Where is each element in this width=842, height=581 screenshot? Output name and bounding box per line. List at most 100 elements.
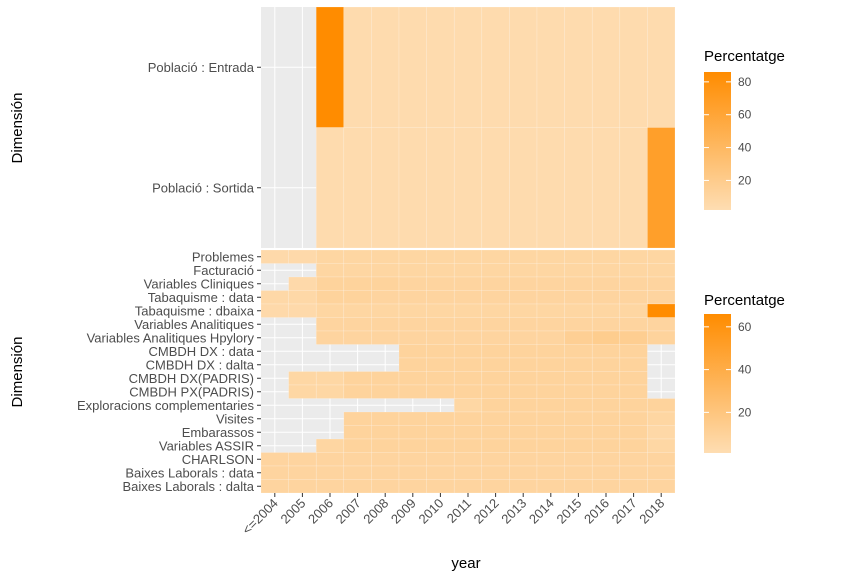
heatmap-cell xyxy=(591,330,621,345)
heatmap-cell xyxy=(398,438,427,453)
legend-tick-label: 40 xyxy=(738,141,752,155)
heatmap-cell xyxy=(619,384,648,399)
heatmap-cell xyxy=(481,398,510,413)
heatmap-cell xyxy=(509,398,538,413)
heatmap-cell xyxy=(315,290,345,305)
heatmap-cell xyxy=(343,303,372,318)
heatmap-cell xyxy=(371,330,400,345)
heatmap-cell xyxy=(398,479,427,494)
legend-tick-label: 20 xyxy=(738,173,752,187)
x-tick-label: 2008 xyxy=(360,496,391,527)
heatmap-cell xyxy=(343,411,372,426)
x-tick-label: 2006 xyxy=(305,496,336,527)
x-tick-label: <=2004 xyxy=(239,496,281,538)
heatmap-cell xyxy=(426,371,455,386)
heatmap-cell xyxy=(371,249,400,264)
heatmap-cell xyxy=(398,344,427,359)
y-tick-label-poblaci-entrada: Població : Entrada xyxy=(148,60,255,75)
heatmap-cell xyxy=(453,411,483,426)
heatmap-cell xyxy=(647,303,676,318)
y-tick-label-poblaci-sortida: Població : Sortida xyxy=(152,180,255,195)
heatmap-cell xyxy=(536,425,565,440)
heatmap-cell xyxy=(398,425,427,440)
heatmap-cell xyxy=(647,263,676,278)
y-axis-title-bottom: Dimensión xyxy=(9,337,26,408)
heatmap-cell xyxy=(647,479,676,494)
heatmap-cell xyxy=(647,411,676,426)
heatmap-cell xyxy=(591,303,621,318)
y-tick-label-cmbdh-dx-padris: CMBDH DX(PADRIS) xyxy=(129,371,254,386)
x-tick-label: 2010 xyxy=(415,496,446,527)
heatmap-cell xyxy=(481,465,510,480)
heatmap-cell xyxy=(343,425,372,440)
x-tick-label: 2011 xyxy=(444,496,474,526)
legend-tick-label: 40 xyxy=(738,363,752,377)
heatmap-cell xyxy=(371,479,400,494)
heatmap-cell xyxy=(536,330,565,345)
heatmap-cell xyxy=(591,371,621,386)
heatmap-cell xyxy=(619,438,648,453)
heatmap-cell xyxy=(426,438,455,453)
heatmap-cell xyxy=(426,317,455,332)
x-tick-label: 2014 xyxy=(526,496,557,527)
panel-top: Població : Entrada Població : Sortida xyxy=(148,6,676,249)
heatmap-cell xyxy=(371,465,400,480)
x-tick-label: 2012 xyxy=(471,496,502,527)
heatmap-cell xyxy=(288,276,317,291)
heatmap-cell xyxy=(481,411,510,426)
heatmap-cell xyxy=(343,290,372,305)
heatmap-cell xyxy=(619,330,648,345)
heatmap-cell xyxy=(426,411,455,426)
heatmap-cell xyxy=(288,452,317,467)
heatmap-cell xyxy=(315,127,345,249)
heatmap-cell xyxy=(481,330,510,345)
heatmap-cell xyxy=(564,452,593,467)
heatmap-cell xyxy=(315,452,345,467)
heatmap-cell xyxy=(536,479,565,494)
y-tick-label-charlson: CHARLSON xyxy=(182,452,254,467)
heatmap-cell xyxy=(398,330,427,345)
heatmap-cell xyxy=(343,371,372,386)
heatmap-cell xyxy=(591,411,621,426)
heatmap-cell xyxy=(536,384,565,399)
x-axis-title: year xyxy=(451,555,480,572)
heatmap-cell xyxy=(536,398,565,413)
y-tick-label-variables-cliniques: Variables Cliniques xyxy=(144,276,255,291)
heatmap-cell xyxy=(343,276,372,291)
heatmap-cell xyxy=(591,317,621,332)
heatmap-cell xyxy=(619,290,648,305)
heatmap-cell xyxy=(481,479,510,494)
heatmap-cell xyxy=(398,317,427,332)
heatmap-cell xyxy=(536,276,565,291)
y-tick-label-variables-analitiques-hpylory: Variables Analitiques Hpylory xyxy=(87,330,255,345)
heatmap-cell xyxy=(315,330,345,345)
heatmap-cell xyxy=(343,249,372,264)
heatmap-cell xyxy=(426,276,455,291)
x-tick-label: 2018 xyxy=(636,496,667,527)
y-tick-label-baixes-laborals-data: Baixes Laborals : data xyxy=(125,465,254,480)
heatmap-cell xyxy=(509,411,538,426)
heatmap-cell xyxy=(398,6,427,128)
heatmap-cell xyxy=(564,371,593,386)
heatmap-cell xyxy=(371,411,400,426)
heatmap-cell xyxy=(564,263,593,278)
heatmap-cell xyxy=(371,6,400,128)
heatmap-cell xyxy=(343,452,372,467)
heatmap-cell xyxy=(536,317,565,332)
heatmap-cell xyxy=(564,425,593,440)
y-tick-label-exploracions-complementaries: Exploracions complementaries xyxy=(77,398,255,413)
legend-tick-label: 60 xyxy=(738,108,752,122)
heatmap-cell xyxy=(509,452,538,467)
heatmap-cell xyxy=(426,249,455,264)
heatmap-cell xyxy=(426,6,455,128)
heatmap-cell xyxy=(453,398,483,413)
heatmap-cell xyxy=(371,290,400,305)
heatmap-cell xyxy=(315,317,345,332)
heatmap-cell xyxy=(564,344,593,359)
heatmap-cell xyxy=(453,371,483,386)
heatmap-cell xyxy=(647,276,676,291)
heatmap-cell xyxy=(453,317,483,332)
heatmap-cell xyxy=(481,127,510,249)
heatmap-cell xyxy=(453,465,483,480)
